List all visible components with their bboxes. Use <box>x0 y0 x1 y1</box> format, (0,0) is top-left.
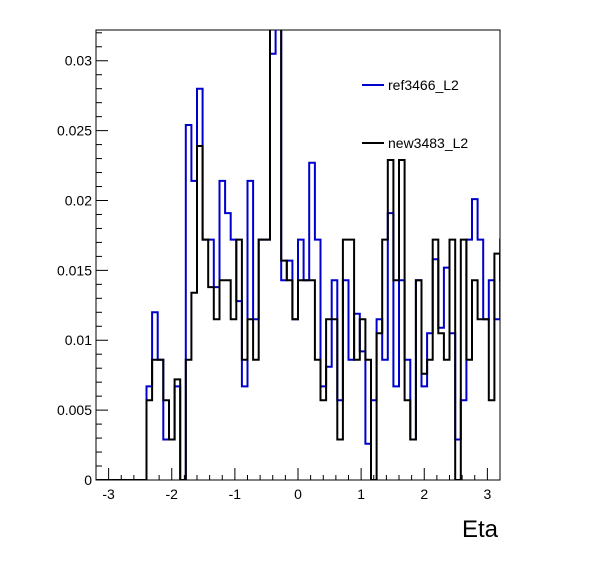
series-layer <box>96 30 500 480</box>
x-tick-label: 3 <box>483 486 491 502</box>
y-tick-label: 0 <box>84 472 92 488</box>
y-tick-label: 0.02 <box>65 192 92 208</box>
x-tick-label: 0 <box>294 486 302 502</box>
y-axis: 0 0.005 0.01 0.015 0.02 0.025 0.03 <box>57 32 108 488</box>
x-tick-label: 2 <box>420 486 428 502</box>
x-tick-label: -2 <box>166 486 179 502</box>
x-tick-label: -1 <box>229 486 242 502</box>
y-tick-label: 0.005 <box>57 402 92 418</box>
legend-label-ref3466: ref3466_L2 <box>388 77 459 93</box>
y-tick-label: 0.025 <box>57 123 92 139</box>
x-tick-label: -3 <box>102 486 115 502</box>
y-tick-label: 0.03 <box>65 53 92 69</box>
legend-label-new3483: new3483_L2 <box>388 135 468 151</box>
x-axis-title: Eta <box>462 516 499 543</box>
x-axis: -3 -2 -1 0 1 2 3 <box>95 468 501 502</box>
y-tick-label: 0.01 <box>65 332 92 348</box>
series-line-ref3466_L2 <box>96 30 500 480</box>
legend: ref3466_L2 new3483_L2 <box>362 77 468 151</box>
y-tick-label: 0.015 <box>57 262 92 278</box>
x-tick-label: 1 <box>357 486 365 502</box>
series-line-new3483_L2 <box>96 30 500 480</box>
